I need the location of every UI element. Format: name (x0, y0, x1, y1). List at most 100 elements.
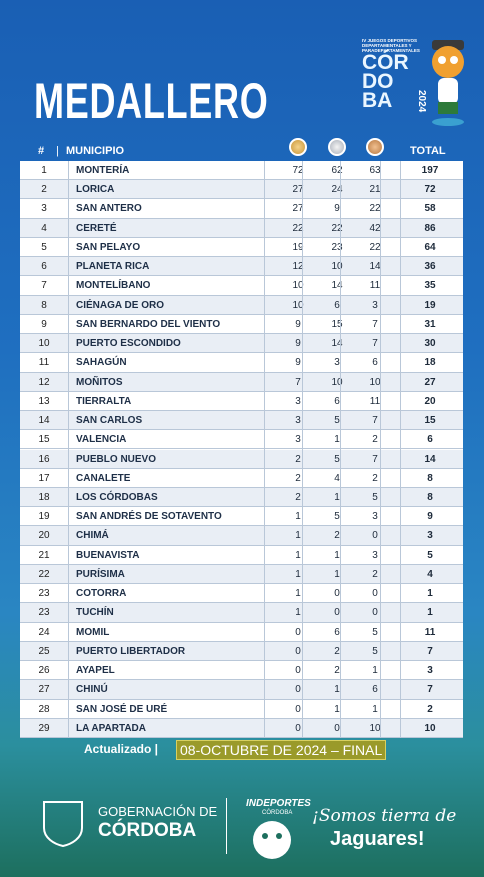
table-row: 9 SAN BERNARDO DEL VIENTO 9 15 7 31 (20, 315, 463, 335)
silver: 23 (331, 241, 343, 253)
rank: 25 (38, 645, 50, 657)
total: 2 (427, 703, 433, 715)
bronze: 63 (369, 165, 381, 176)
rank: 26 (38, 665, 50, 677)
municipality: MOÑITOS (76, 376, 123, 388)
column-divider (264, 161, 265, 738)
indeportes-sub: CÓRDOBA (262, 810, 293, 816)
silver: 2 (334, 665, 340, 677)
logo-year: 2024 (416, 90, 427, 113)
rank: 1 (41, 165, 47, 176)
bronze: 5 (372, 645, 378, 657)
total: 3 (427, 665, 433, 677)
rank: 4 (41, 222, 47, 234)
total: 58 (424, 203, 436, 215)
municipality: LORICA (76, 184, 115, 196)
table-row: 11 SAHAGÚN 9 3 6 18 (20, 353, 463, 373)
silver: 6 (334, 299, 340, 311)
gold: 1 (295, 530, 301, 542)
bronze: 42 (369, 222, 381, 234)
silver: 0 (334, 722, 340, 734)
municipality: TIERRALTA (76, 395, 132, 407)
bronze: 22 (369, 203, 381, 215)
table-row: 15 VALENCIA 3 1 2 6 (20, 430, 463, 450)
bronze: 0 (372, 588, 378, 600)
logo-name-2: DO (362, 70, 394, 93)
table-row: 28 SAN JOSÉ DE URÉ 0 1 1 2 (20, 700, 463, 719)
bronze: 22 (369, 241, 381, 253)
bronze: 0 (372, 530, 378, 542)
municipality: CANALETE (76, 472, 131, 484)
total: 1 (427, 607, 433, 619)
gold: 1 (295, 511, 301, 523)
rank: 12 (38, 376, 50, 388)
silver: 3 (334, 357, 340, 369)
silver: 1 (334, 434, 340, 446)
bronze: 10 (369, 376, 381, 388)
table-row: 18 LOS CÓRDOBAS 2 1 5 8 (20, 487, 463, 508)
gold: 2 (295, 472, 301, 484)
table-row: 27 CHINÚ 0 1 6 7 (20, 680, 463, 700)
table-row: 5 SAN PELAYO 19 23 22 64 (20, 238, 463, 258)
rank: 18 (38, 491, 50, 503)
rank: 24 (38, 626, 50, 638)
silver: 6 (334, 395, 340, 407)
municipality: TUCHÍN (76, 607, 114, 619)
silver: 24 (331, 184, 343, 196)
gov-line-2: CÓRDOBA (98, 820, 197, 841)
municipality: SAN PELAYO (76, 241, 141, 253)
silver: 10 (331, 376, 343, 388)
rank: 14 (38, 415, 50, 427)
municipality: CHIMÁ (76, 530, 109, 542)
column-divider (340, 161, 341, 738)
table-row: 26 AYAPEL 0 2 1 3 (20, 661, 463, 681)
silver: 14 (331, 280, 343, 292)
gold: 9 (295, 338, 301, 350)
silver: 0 (334, 588, 340, 600)
gold: 2 (295, 491, 301, 503)
gold: 27 (292, 203, 304, 215)
municipality: SAHAGÚN (76, 357, 127, 369)
bronze-icon (366, 138, 384, 156)
total: 30 (424, 338, 436, 350)
total: 86 (424, 222, 436, 234)
shield (43, 801, 83, 848)
bronze: 5 (372, 491, 378, 503)
rank: 28 (38, 703, 50, 715)
bronze: 6 (372, 684, 378, 696)
table-row: 22 PURÍSIMA 1 1 2 4 (20, 564, 463, 585)
total: 27 (424, 376, 436, 388)
updated-value: 08-OCTUBRE DE 2024 – FINAL (176, 740, 387, 760)
rank: 13 (38, 395, 50, 407)
table-row: 4 CERETÉ 22 22 42 86 (20, 218, 463, 238)
municipality: PLANETA RICA (76, 261, 150, 273)
medal-table: 1 MONTERÍA 72 62 63 197 2 LORICA 27 24 21 72 3 SAN AN… (20, 161, 463, 738)
total: 35 (424, 280, 436, 292)
rank: 7 (41, 280, 47, 292)
gold: 9 (295, 357, 301, 369)
bronze: 2 (372, 434, 378, 446)
rank: 23 (38, 607, 50, 619)
bronze: 5 (372, 626, 378, 638)
gold: 0 (295, 684, 301, 696)
total: 14 (424, 453, 436, 465)
updated-label: Actualizado | (84, 742, 159, 756)
gold: 0 (295, 703, 301, 715)
rank: 10 (38, 338, 50, 350)
gold: 22 (292, 222, 304, 234)
table-row: 13 TIERRALTA 3 6 11 20 (20, 392, 463, 412)
total: 20 (424, 395, 436, 407)
gold-icon (289, 138, 307, 156)
total: 15 (424, 415, 436, 427)
gold: 2 (295, 453, 301, 465)
bronze: 6 (372, 357, 378, 369)
rank: 22 (38, 568, 50, 580)
silver: 14 (331, 338, 343, 350)
table-row: 23 TUCHÍN 1 0 0 1 (20, 603, 463, 623)
rank: 9 (41, 318, 47, 330)
total: 19 (424, 299, 436, 311)
total: 10 (424, 722, 436, 734)
total: 6 (427, 434, 433, 446)
rank: 29 (38, 722, 50, 734)
